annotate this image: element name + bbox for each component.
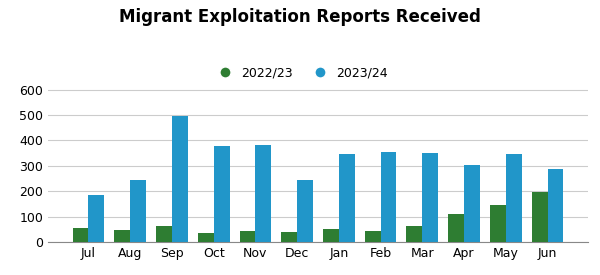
Bar [281, 232, 297, 242]
Bar [548, 169, 563, 242]
Bar [172, 116, 188, 242]
Legend: 2022/23, 2023/24: 2022/23, 2023/24 [207, 61, 393, 84]
Bar [214, 146, 230, 242]
Bar [114, 230, 130, 242]
Bar [256, 145, 271, 242]
Bar [339, 154, 355, 242]
Bar [490, 205, 506, 242]
Bar [464, 164, 480, 242]
Bar [506, 154, 522, 242]
Bar [380, 152, 397, 242]
Bar [198, 233, 214, 242]
Bar [156, 226, 172, 242]
Bar [323, 229, 339, 242]
Bar [130, 180, 146, 242]
Bar [365, 231, 380, 242]
Bar [406, 226, 422, 242]
Bar [88, 195, 104, 242]
Bar [297, 180, 313, 242]
Bar [422, 153, 438, 242]
Bar [239, 230, 256, 242]
Bar [73, 228, 88, 242]
Text: Migrant Exploitation Reports Received: Migrant Exploitation Reports Received [119, 8, 481, 26]
Bar [448, 214, 464, 242]
Bar [532, 192, 548, 242]
